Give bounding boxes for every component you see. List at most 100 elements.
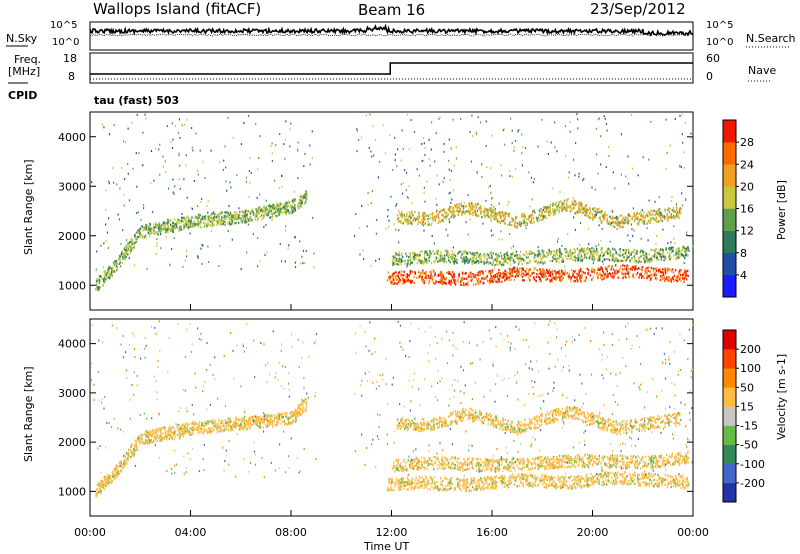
echo-cell bbox=[669, 248, 671, 251]
echo-cell bbox=[657, 209, 659, 212]
echo-cell bbox=[244, 215, 246, 218]
echo-cell bbox=[665, 216, 667, 219]
echo-cell bbox=[616, 258, 619, 261]
echo-cell bbox=[551, 256, 554, 259]
echo-cell bbox=[474, 274, 476, 277]
echo-cell bbox=[245, 424, 247, 427]
echo-cell bbox=[157, 233, 159, 236]
echo-cell bbox=[209, 224, 212, 227]
echo-cell bbox=[612, 247, 614, 250]
echo-cell bbox=[124, 454, 126, 457]
echo-cell bbox=[511, 220, 513, 223]
echo-cell-sparse bbox=[371, 155, 373, 158]
echo-cell bbox=[185, 219, 187, 222]
echo-cell bbox=[682, 272, 685, 275]
echo-cell-sparse bbox=[609, 215, 611, 218]
echo-cell bbox=[294, 199, 296, 202]
echo-cell bbox=[100, 492, 102, 495]
echo-cell bbox=[548, 214, 550, 217]
echo-cell bbox=[150, 226, 152, 229]
echo-cell-sparse bbox=[163, 221, 165, 224]
echo-cell bbox=[632, 250, 635, 253]
echo-cell bbox=[613, 216, 615, 220]
echo-cell bbox=[530, 221, 532, 225]
echo-cell bbox=[634, 267, 637, 270]
echo-cell bbox=[558, 209, 561, 212]
echo-cell bbox=[414, 210, 416, 214]
echo-cell bbox=[503, 255, 506, 259]
echo-cell bbox=[395, 271, 397, 274]
echo-cell bbox=[509, 257, 511, 260]
echo-cell-sparse bbox=[481, 163, 483, 166]
echo-cell-sparse bbox=[577, 118, 579, 121]
echo-cell bbox=[628, 275, 630, 278]
echo-cell bbox=[405, 275, 407, 278]
echo-cell-sparse bbox=[229, 181, 231, 184]
echo-cell-sparse bbox=[178, 154, 180, 157]
echo-cell bbox=[543, 269, 545, 272]
echo-cell-sparse bbox=[674, 242, 676, 245]
echo-cell-sparse bbox=[197, 169, 199, 172]
echo-cell bbox=[578, 211, 580, 214]
echo-cell bbox=[286, 209, 289, 212]
echo-cell bbox=[483, 260, 485, 264]
echo-cell bbox=[149, 223, 151, 226]
echo-cell-sparse bbox=[259, 193, 261, 196]
echo-cell bbox=[448, 207, 450, 210]
echo-cell bbox=[200, 426, 202, 430]
echo-cell bbox=[603, 253, 605, 256]
echo-cell-sparse bbox=[509, 233, 511, 236]
echo-cell bbox=[250, 216, 252, 219]
echo-cell bbox=[507, 257, 509, 260]
echo-cell bbox=[397, 260, 399, 263]
echo-cell bbox=[421, 223, 423, 226]
echo-cell bbox=[668, 256, 670, 259]
echo-cell bbox=[176, 424, 178, 427]
echo-cell bbox=[425, 258, 427, 261]
echo-cell bbox=[197, 215, 200, 218]
echo-cell bbox=[555, 276, 558, 279]
echo-cell bbox=[583, 207, 585, 210]
echo-cell bbox=[541, 275, 543, 278]
echo-cell bbox=[174, 223, 177, 226]
echo-cell bbox=[232, 214, 234, 217]
echo-cell bbox=[465, 210, 467, 213]
echo-cell-sparse bbox=[449, 178, 451, 181]
echo-cell bbox=[302, 407, 305, 410]
echo-cell-sparse bbox=[408, 184, 410, 187]
echo-cell-sparse bbox=[297, 147, 299, 150]
echo-cell-sparse bbox=[240, 268, 242, 270]
echo-cell-sparse bbox=[665, 118, 667, 121]
echo-cell-sparse bbox=[395, 204, 397, 207]
echo-cell bbox=[672, 216, 674, 219]
echo-cell bbox=[412, 251, 414, 254]
echo-cell-sparse bbox=[684, 198, 687, 201]
echo-cell bbox=[404, 259, 406, 262]
echo-cell bbox=[543, 216, 545, 219]
echo-cell bbox=[469, 251, 471, 254]
echo-cell-sparse bbox=[369, 113, 371, 116]
echo-cell bbox=[170, 428, 172, 432]
echo-cell bbox=[622, 253, 624, 257]
echo-cell-sparse bbox=[406, 171, 408, 174]
echo-cell bbox=[423, 272, 425, 275]
echo-cell bbox=[125, 245, 127, 249]
echo-cell bbox=[644, 260, 646, 263]
echo-cell bbox=[235, 217, 238, 220]
echo-cell bbox=[478, 257, 481, 260]
echo-cell bbox=[578, 207, 580, 210]
echo-cell bbox=[627, 221, 629, 225]
echo-cell bbox=[605, 251, 607, 254]
echo-cell bbox=[101, 484, 104, 487]
echo-cell bbox=[572, 258, 574, 262]
echo-cell bbox=[636, 222, 638, 225]
echo-cell bbox=[208, 215, 210, 219]
echo-cell bbox=[209, 429, 212, 432]
echo-cell bbox=[242, 219, 244, 222]
echo-cell-sparse bbox=[122, 229, 124, 232]
echo-cell bbox=[294, 204, 296, 207]
echo-cell bbox=[601, 210, 603, 213]
echo-cell bbox=[125, 245, 128, 248]
echo-cell-sparse bbox=[648, 158, 650, 161]
echo-cell bbox=[672, 277, 675, 280]
